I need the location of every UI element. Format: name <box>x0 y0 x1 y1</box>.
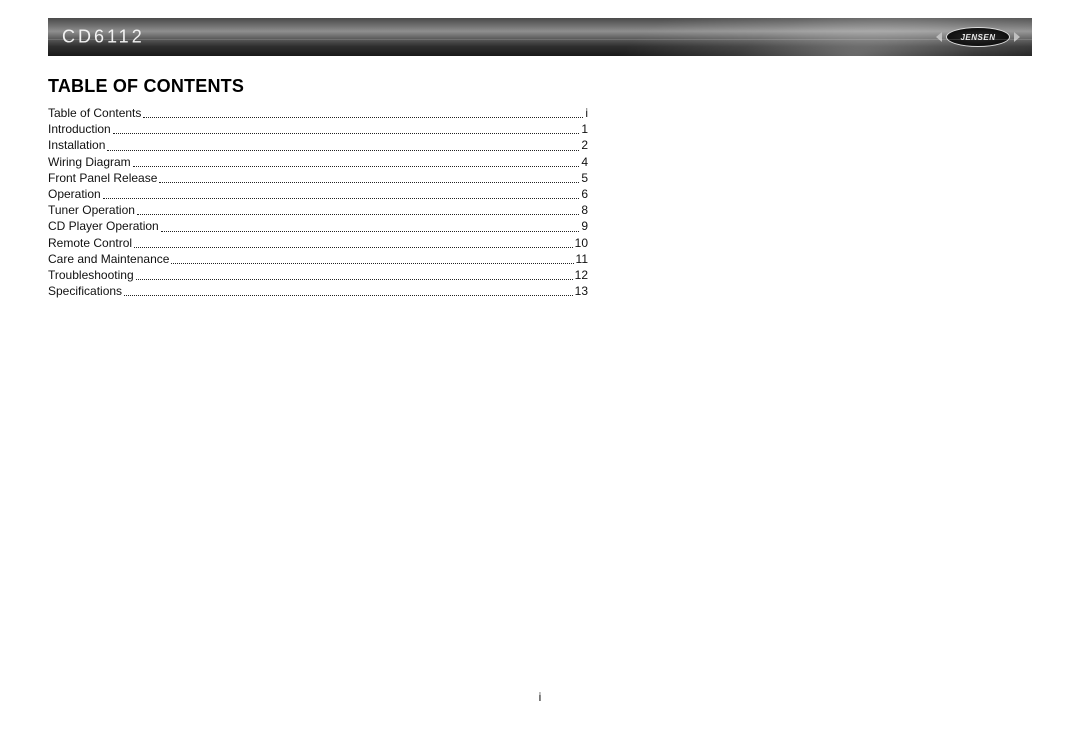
toc-dot-leader <box>103 198 580 199</box>
model-number: CD6112 <box>62 27 145 48</box>
toc-entry-label: Troubleshooting <box>48 267 134 283</box>
toc-entry-page: 13 <box>575 283 588 299</box>
table-of-contents: Table of ContentsiIntroduction1Installat… <box>48 105 588 299</box>
toc-dot-leader <box>133 166 580 167</box>
toc-entry-page: i <box>585 105 588 121</box>
toc-dot-leader <box>136 279 573 280</box>
toc-entry-label: Tuner Operation <box>48 202 135 218</box>
toc-dot-leader <box>161 231 580 232</box>
manual-page: CD6112 JENSEN Table Of Contents Table of… <box>0 0 1080 732</box>
toc-entry-label: Installation <box>48 137 105 153</box>
brand-text: JENSEN <box>960 33 995 42</box>
toc-entry-label: Specifications <box>48 283 122 299</box>
toc-entry-label: Care and Maintenance <box>48 251 169 267</box>
toc-entry-page: 1 <box>581 121 588 137</box>
chevron-left-icon <box>936 32 942 42</box>
toc-entry-page: 6 <box>581 186 588 202</box>
toc-entry-page: 10 <box>575 235 588 251</box>
toc-dot-leader <box>134 247 573 248</box>
toc-row: Table of Contents i <box>48 105 588 121</box>
toc-dot-leader <box>171 263 573 264</box>
header-banner: CD6112 JENSEN <box>48 18 1032 56</box>
toc-row: Troubleshooting 12 <box>48 267 588 283</box>
toc-entry-page: 2 <box>581 137 588 153</box>
toc-dot-leader <box>137 214 579 215</box>
toc-row: Remote Control 10 <box>48 235 588 251</box>
toc-dot-leader <box>113 133 580 134</box>
toc-row: Introduction 1 <box>48 121 588 137</box>
toc-entry-label: Wiring Diagram <box>48 154 131 170</box>
toc-entry-page: 12 <box>575 267 588 283</box>
toc-entry-page: 11 <box>576 251 588 267</box>
toc-entry-label: Table of Contents <box>48 105 141 121</box>
toc-dot-leader <box>124 295 573 296</box>
chevron-right-icon <box>1014 32 1020 42</box>
toc-row: Installation 2 <box>48 137 588 153</box>
toc-entry-label: Introduction <box>48 121 111 137</box>
toc-title: Table Of Contents <box>48 76 588 97</box>
toc-entry-page: 9 <box>581 218 588 234</box>
toc-dot-leader <box>143 117 583 118</box>
toc-entry-page: 5 <box>581 170 588 186</box>
toc-row: Operation 6 <box>48 186 588 202</box>
toc-row: Tuner Operation 8 <box>48 202 588 218</box>
toc-dot-leader <box>107 150 579 151</box>
toc-row: Specifications 13 <box>48 283 588 299</box>
toc-entry-page: 8 <box>581 202 588 218</box>
toc-dot-leader <box>159 182 579 183</box>
toc-entry-label: CD Player Operation <box>48 218 159 234</box>
toc-entry-page: 4 <box>581 154 588 170</box>
footer-page-number: i <box>0 690 1080 704</box>
toc-row: CD Player Operation 9 <box>48 218 588 234</box>
toc-row: Wiring Diagram 4 <box>48 154 588 170</box>
toc-entry-label: Front Panel Release <box>48 170 157 186</box>
brand-badge: JENSEN <box>936 27 1020 47</box>
toc-row: Front Panel Release 5 <box>48 170 588 186</box>
content-column: Table Of Contents Table of ContentsiIntr… <box>48 76 588 299</box>
toc-row: Care and Maintenance 11 <box>48 251 588 267</box>
toc-entry-label: Operation <box>48 186 101 202</box>
brand-oval: JENSEN <box>946 27 1010 47</box>
toc-entry-label: Remote Control <box>48 235 132 251</box>
